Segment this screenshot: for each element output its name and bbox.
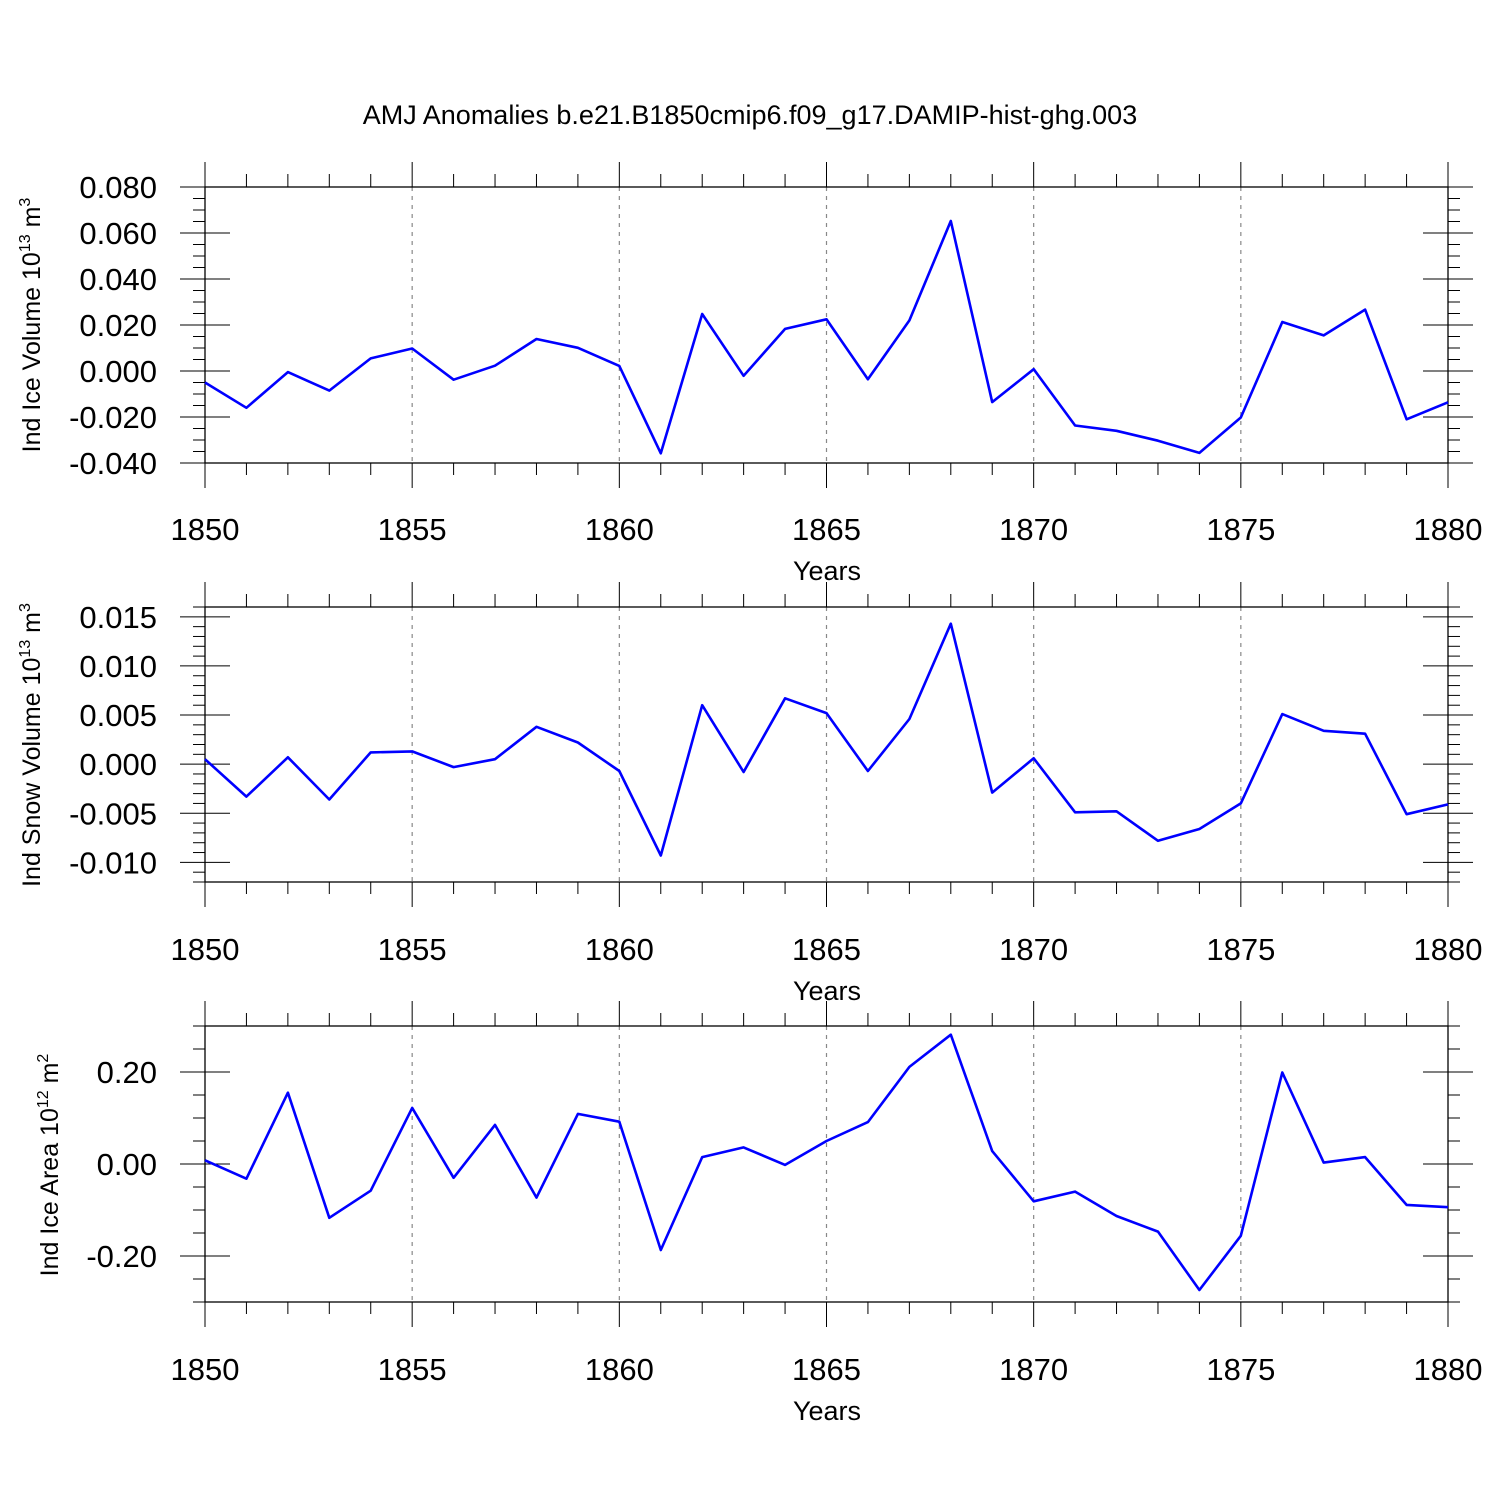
x-tick-label: 1865 xyxy=(792,1352,861,1387)
x-tick-label: 1870 xyxy=(999,1352,1068,1387)
x-tick-label: 1855 xyxy=(378,932,447,967)
y-tick-label: 0.005 xyxy=(79,698,157,733)
x-tick-label: 1875 xyxy=(1206,1352,1275,1387)
y-tick-label: -0.010 xyxy=(69,845,157,880)
x-tick-label: 1875 xyxy=(1206,512,1275,547)
chart-panel-3: 0.20 0.00 -0.20 1850 1855 1860 1865 1870 1875 188… xyxy=(35,1001,1482,1426)
y-axis-label: Ind Ice Area 1012 m2 xyxy=(35,1054,64,1277)
y-tick-label: 0.010 xyxy=(79,649,157,684)
plot-frame xyxy=(204,186,1449,464)
x-tick-label: 1875 xyxy=(1206,932,1275,967)
y-tick-label: 0.20 xyxy=(97,1055,157,1090)
x-tick-label: 1865 xyxy=(792,512,861,547)
x-tick-label: 1860 xyxy=(585,932,654,967)
x-tick-label: 1870 xyxy=(999,512,1068,547)
x-tick-label: 1880 xyxy=(1414,932,1483,967)
x-axis-label: Years xyxy=(793,556,861,586)
x-tick-label: 1880 xyxy=(1414,512,1483,547)
x-tick-label: 1880 xyxy=(1414,1352,1483,1387)
chart-panel-1: 0.080 0.060 0.040 0.020 0.000 -0.020 -0.040 185… xyxy=(17,162,1482,586)
x-axis-label: Years xyxy=(793,1396,861,1426)
y-axis-label: Ind Ice Volume 1013 m3 xyxy=(17,198,46,453)
y-tick-label: 0.040 xyxy=(79,262,157,297)
y-tick-label: 0.080 xyxy=(79,170,157,205)
y-tick-label: -0.020 xyxy=(69,400,157,435)
plot-frame xyxy=(204,606,1449,883)
x-tick-label: 1860 xyxy=(585,512,654,547)
y-tick-label: -0.005 xyxy=(69,796,157,831)
x-tick-label: 1865 xyxy=(792,932,861,967)
x-tick-label: 1860 xyxy=(585,1352,654,1387)
y-tick-label: 0.000 xyxy=(79,747,157,782)
series-line xyxy=(204,219,1449,455)
chart-panel-2: 0.015 0.010 0.005 0.000 -0.005 -0.010 1850 1855… xyxy=(17,582,1482,1006)
x-tick-label: 1855 xyxy=(378,1352,447,1387)
x-tick-label: 1850 xyxy=(171,932,240,967)
x-tick-label: 1855 xyxy=(378,512,447,547)
chart-title: AMJ Anomalies b.e21.B1850cmip6.f09_g17.D… xyxy=(363,100,1137,130)
x-tick-label: 1870 xyxy=(999,932,1068,967)
series-line xyxy=(204,622,1449,857)
y-tick-label: 0.060 xyxy=(79,216,157,251)
y-tick-label: 0.020 xyxy=(79,308,157,343)
y-tick-label: -0.20 xyxy=(86,1239,157,1274)
x-tick-label: 1850 xyxy=(171,512,240,547)
y-tick-label: 0.015 xyxy=(79,600,157,635)
series-line xyxy=(204,1033,1449,1292)
plot-frame xyxy=(204,1025,1449,1303)
y-tick-label: -0.040 xyxy=(69,446,157,481)
x-tick-label: 1850 xyxy=(171,1352,240,1387)
chart-panels: 0.080 0.060 0.040 0.020 0.000 -0.020 -0.040 185… xyxy=(17,162,1482,1426)
y-axis-label: Ind Snow Volume 1013 m3 xyxy=(17,603,46,887)
y-tick-label: 0.000 xyxy=(79,354,157,389)
y-tick-label: 0.00 xyxy=(97,1147,157,1182)
